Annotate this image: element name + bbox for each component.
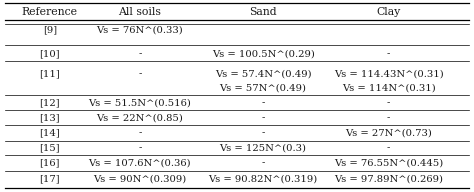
Text: [17]: [17] — [39, 175, 60, 183]
Text: Vs = 22N^(0.85): Vs = 22N^(0.85) — [96, 114, 183, 122]
Text: Vs = 114.43N^(0.31): Vs = 114.43N^(0.31) — [334, 70, 444, 78]
Text: -: - — [387, 98, 391, 107]
Text: Vs = 76.55N^(0.445): Vs = 76.55N^(0.445) — [334, 158, 443, 167]
Text: Vs = 107.6N^(0.36): Vs = 107.6N^(0.36) — [89, 158, 191, 167]
Text: [13]: [13] — [39, 114, 60, 122]
Text: Vs = 97.89N^(0.269): Vs = 97.89N^(0.269) — [334, 175, 443, 183]
Text: Vs = 57N^(0.49): Vs = 57N^(0.49) — [219, 83, 307, 92]
Text: [10]: [10] — [39, 49, 60, 58]
Text: Vs = 125N^(0.3): Vs = 125N^(0.3) — [219, 143, 307, 152]
Text: [15]: [15] — [39, 143, 60, 152]
Text: Vs = 51.5N^(0.516): Vs = 51.5N^(0.516) — [88, 98, 191, 107]
Text: Sand: Sand — [249, 7, 277, 17]
Text: -: - — [261, 158, 265, 167]
Text: Vs = 90.82N^(0.319): Vs = 90.82N^(0.319) — [209, 175, 318, 183]
Text: -: - — [261, 128, 265, 137]
Text: -: - — [138, 128, 142, 137]
Text: Vs = 57.4N^(0.49): Vs = 57.4N^(0.49) — [215, 70, 311, 78]
Text: [9]: [9] — [43, 25, 57, 34]
Text: -: - — [138, 70, 142, 78]
Text: -: - — [387, 49, 391, 58]
Text: [12]: [12] — [39, 98, 60, 107]
Text: [11]: [11] — [39, 70, 60, 78]
Text: Vs = 100.5N^(0.29): Vs = 100.5N^(0.29) — [211, 49, 315, 58]
Text: [14]: [14] — [39, 128, 60, 137]
Text: -: - — [261, 98, 265, 107]
Text: -: - — [261, 114, 265, 122]
Text: Clay: Clay — [376, 7, 401, 17]
Text: -: - — [138, 49, 142, 58]
Text: [16]: [16] — [39, 158, 60, 167]
Text: Vs = 90N^(0.309): Vs = 90N^(0.309) — [93, 175, 186, 183]
Text: -: - — [387, 143, 391, 152]
Text: -: - — [138, 143, 142, 152]
Text: All soils: All soils — [118, 7, 161, 17]
Text: -: - — [387, 114, 391, 122]
Text: Vs = 76N^(0.33): Vs = 76N^(0.33) — [96, 25, 183, 34]
Text: Vs = 114N^(0.31): Vs = 114N^(0.31) — [342, 83, 436, 92]
Text: Vs = 27N^(0.73): Vs = 27N^(0.73) — [345, 128, 432, 137]
Text: Reference: Reference — [22, 7, 78, 17]
